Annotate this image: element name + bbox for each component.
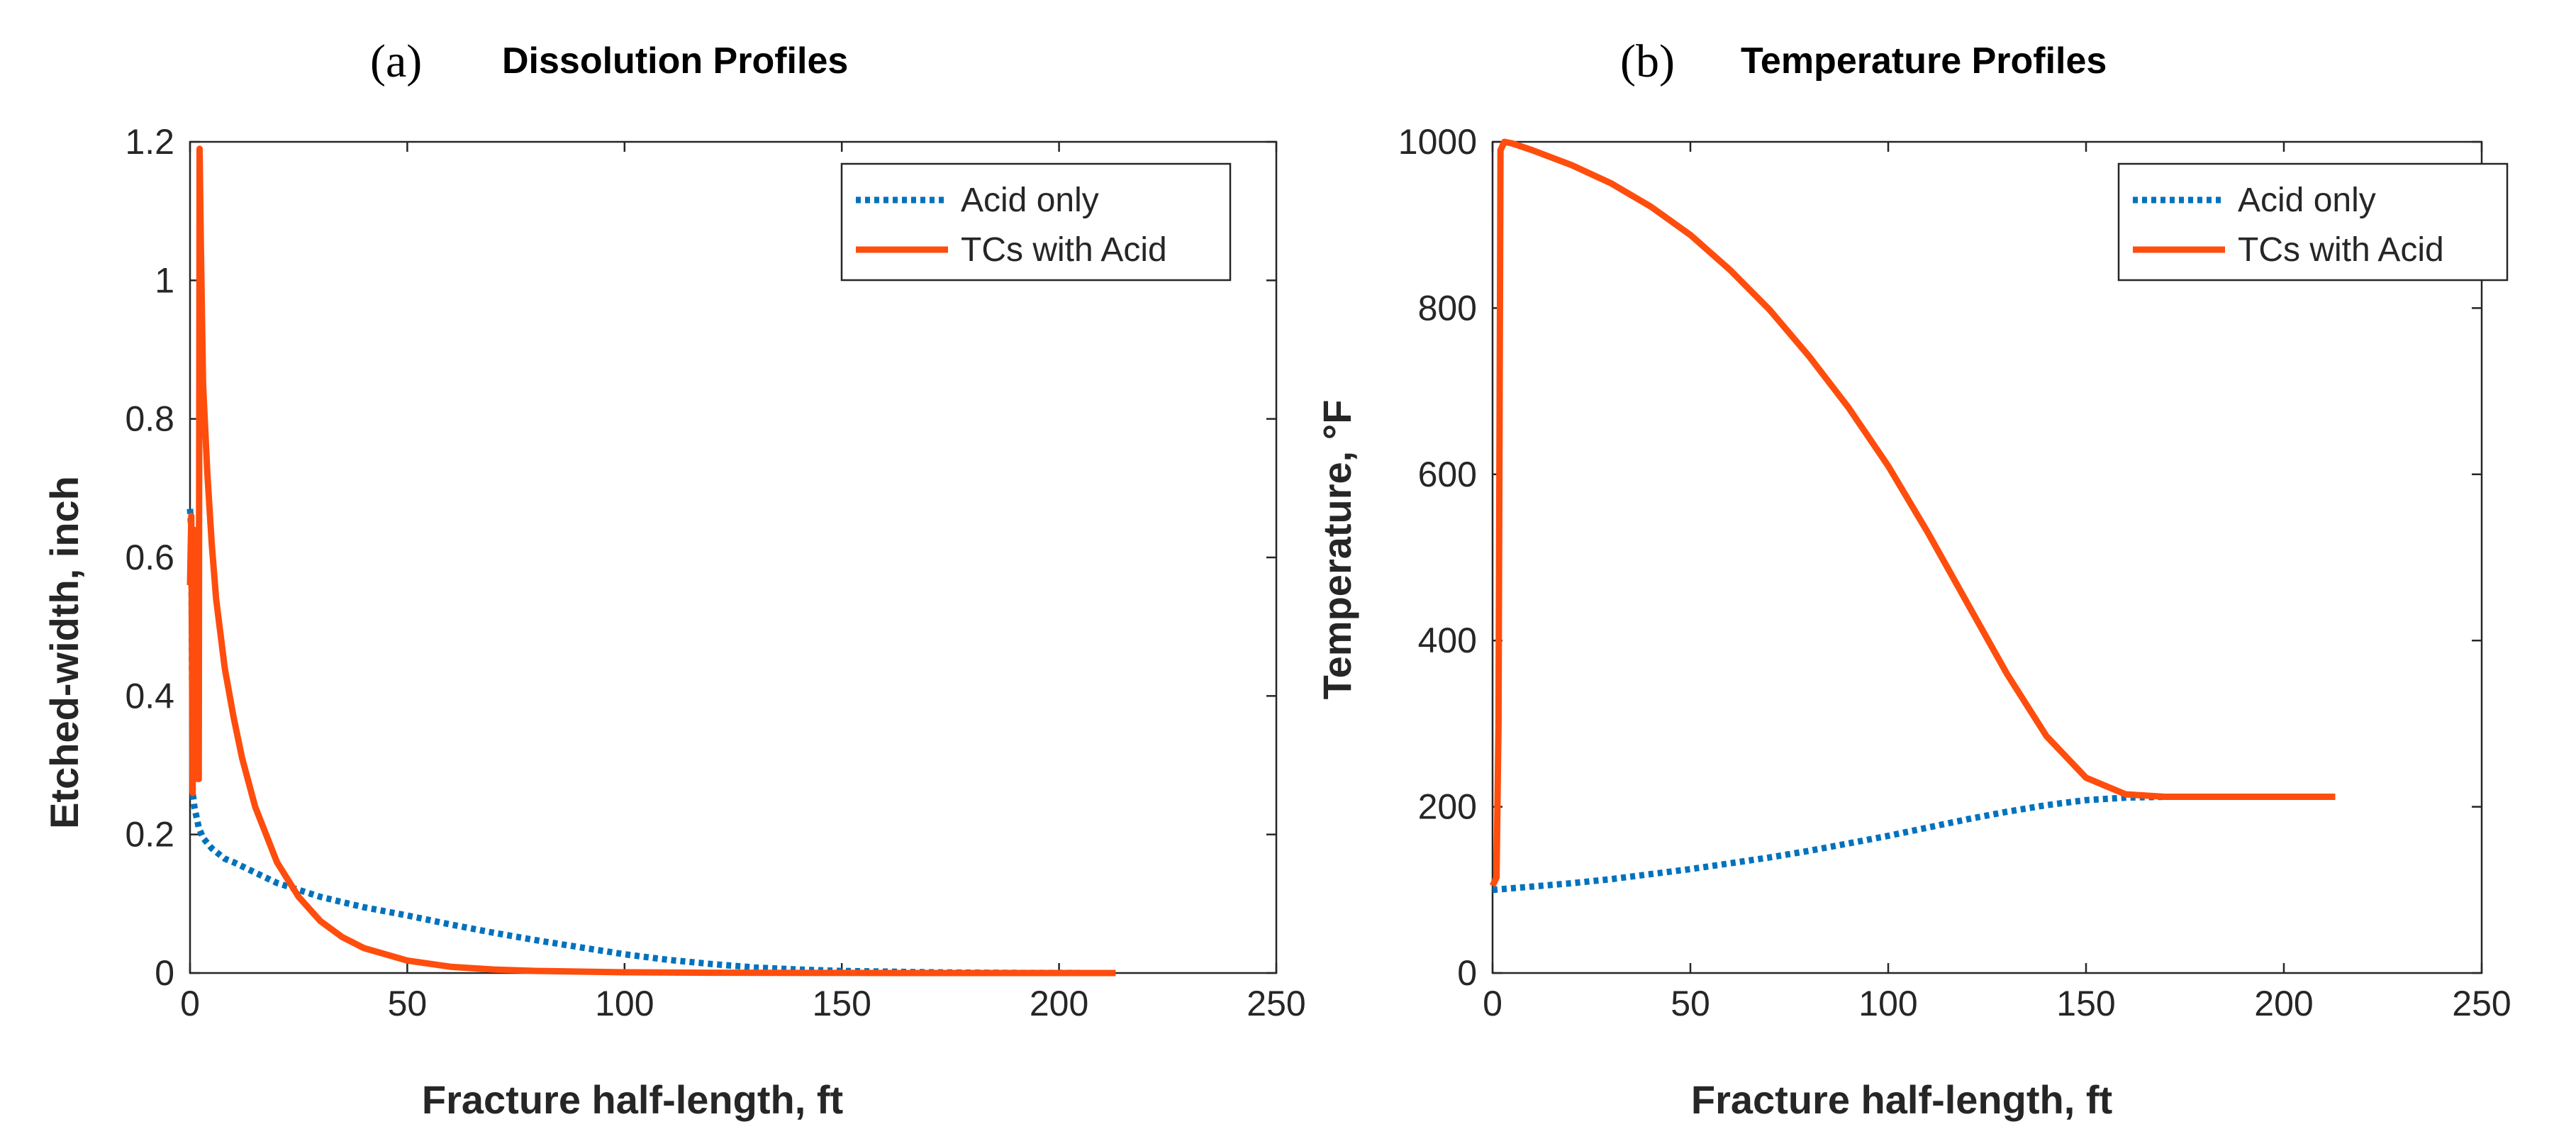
legend-box <box>2117 162 2509 282</box>
y-tick-label: 200 <box>1418 787 1477 827</box>
plot-area-border <box>1491 140 2483 974</box>
x-tick-label: 150 <box>812 984 871 1023</box>
series-lines <box>1489 138 2336 894</box>
x-axis-label: Fracture half-length, ft <box>422 1077 843 1122</box>
legend-box <box>840 162 1232 282</box>
legend-label-acid-only: Acid only <box>961 182 1099 219</box>
y-tick-label: 1.2 <box>125 122 174 162</box>
x-tick-label: 200 <box>2254 984 2313 1023</box>
tick-labels: 0 50 100 150 200 250 0 0.2 0.4 0.6 0.8 1 1.2 <box>125 122 1305 1023</box>
x-tick-label: 0 <box>180 984 200 1023</box>
panel-a-dissolution-profiles: (a) Dissolution Profiles 0 50 100 150 200 250… <box>42 35 1306 1122</box>
y-tick-label: 1 <box>155 260 174 300</box>
y-tick-label: 1000 <box>1398 122 1477 162</box>
y-tick-label: 400 <box>1418 621 1477 660</box>
x-tick-label: 50 <box>388 984 428 1023</box>
x-tick-label: 250 <box>2452 984 2511 1023</box>
series-line-acid-only <box>1492 794 2336 894</box>
x-tick-label: 100 <box>1858 984 1917 1023</box>
y-tick-label: 0 <box>1457 953 1477 993</box>
legend: Acid only TCs with Acid <box>2117 162 2509 282</box>
tick-labels: 0 50 100 150 200 250 0 200 400 600 800 1000 <box>1398 122 2511 1023</box>
panel-label: (a) <box>370 35 422 87</box>
y-axis-label: Etched-width, inch <box>42 476 87 829</box>
series-line-acid-only <box>186 508 1116 977</box>
panel-label: (b) <box>1620 35 1675 87</box>
y-tick-label: 0.8 <box>125 399 174 439</box>
legend-label-acid-only: Acid only <box>2238 182 2376 219</box>
panel-b-temperature-profiles: (b) Temperature Profiles 0 50 100 150 200 250… <box>1315 35 2511 1122</box>
chart-title: Dissolution Profiles <box>502 40 848 82</box>
x-tick-label: 250 <box>1247 984 1305 1023</box>
x-axis-label: Fracture half-length, ft <box>1691 1077 2112 1122</box>
legend-label-tcs-with-acid: TCs with Acid <box>961 231 1167 269</box>
legend: Acid only TCs with Acid <box>840 162 1232 282</box>
x-tick-label: 150 <box>2056 984 2115 1023</box>
y-axis-label: Temperature, °F <box>1315 400 1359 700</box>
y-tick-label: 0.4 <box>125 676 174 716</box>
axes-frame <box>1491 140 2483 974</box>
x-tick-label: 0 <box>1483 984 1502 1023</box>
x-tick-label: 50 <box>1671 984 1710 1023</box>
legend-label-tcs-with-acid: TCs with Acid <box>2238 231 2444 269</box>
y-tick-label: 800 <box>1418 288 1477 328</box>
y-tick-label: 0.6 <box>125 538 174 577</box>
series-line-tcs-with-acid <box>1489 138 2336 887</box>
y-tick-label: 0 <box>155 953 174 993</box>
y-tick-label: 600 <box>1418 455 1477 494</box>
y-tick-label: 0.2 <box>125 815 174 855</box>
x-tick-label: 200 <box>1030 984 1088 1023</box>
x-tick-label: 100 <box>595 984 654 1023</box>
series-lines <box>186 145 1116 977</box>
chart-title: Temperature Profiles <box>1741 40 2107 82</box>
series-line-tcs-with-acid <box>186 145 1116 977</box>
